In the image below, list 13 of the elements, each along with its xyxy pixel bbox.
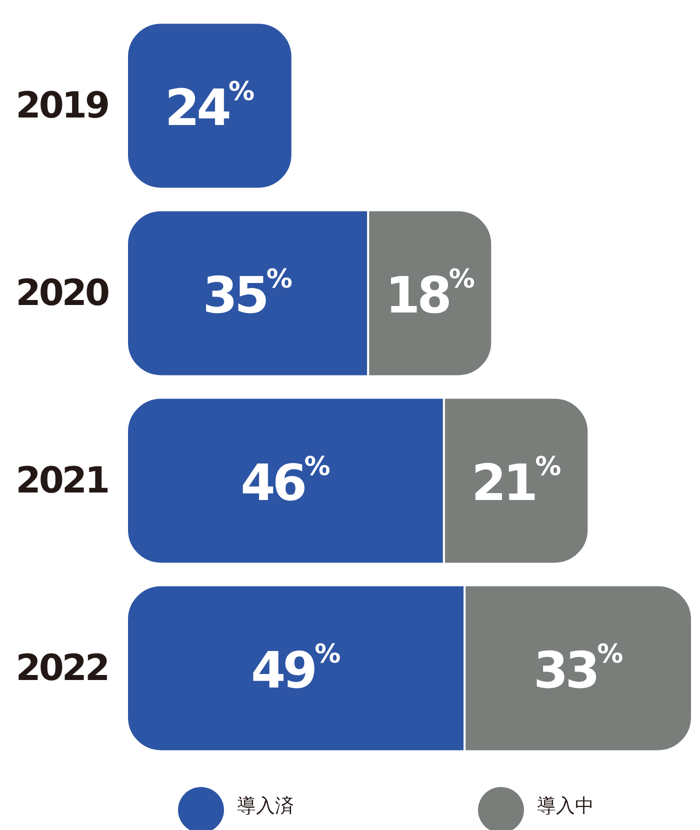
data-label: 46$^{%}$: [240, 452, 330, 512]
data-label: 24$^{%}$: [164, 77, 254, 137]
data-label: 18$^{%}$: [385, 264, 475, 324]
category-label: 2021: [16, 460, 108, 502]
legend-item: 導入中: [478, 787, 594, 830]
data-label: 35$^{%}$: [202, 264, 292, 324]
category-label: 2019: [16, 85, 108, 126]
data-label: 49$^{%}$: [250, 640, 341, 700]
legend-item: 導入済: [178, 787, 294, 830]
category-label: 2022: [16, 648, 108, 689]
category-label: 2020: [16, 272, 108, 314]
data-label: 33$^{%}$: [533, 640, 624, 700]
data-label: 21$^{%}$: [471, 452, 562, 512]
